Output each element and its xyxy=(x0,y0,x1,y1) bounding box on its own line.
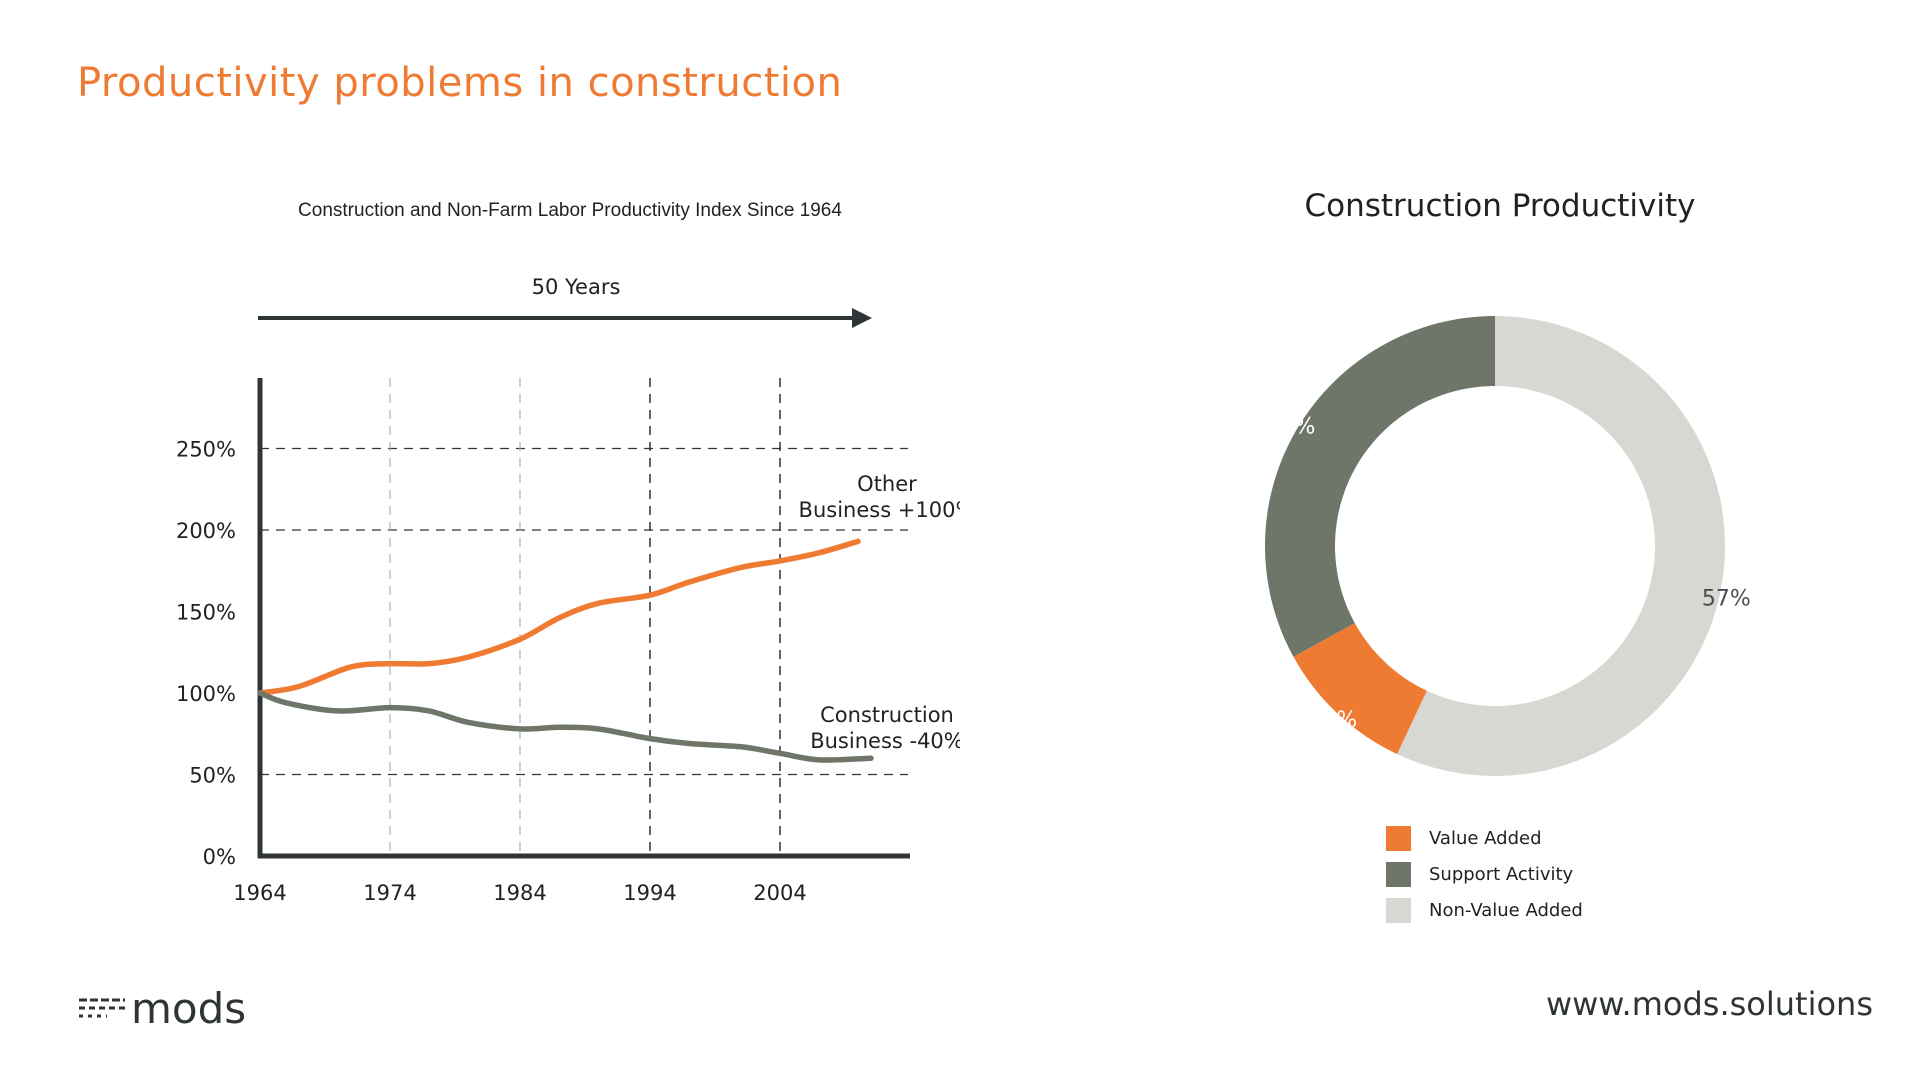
y-tick-label: 200% xyxy=(176,519,236,543)
donut-legend: Value Added Support Activity Non-Value A… xyxy=(1386,820,1583,928)
line-chart-title: Construction and Non-Farm Labor Producti… xyxy=(298,200,842,221)
x-tick-label: 1994 xyxy=(623,881,676,905)
mods-logo: mods xyxy=(77,988,246,1030)
series-label: Business +100% xyxy=(799,498,960,522)
legend-item-value-added: Value Added xyxy=(1386,820,1583,856)
donut-slice-label: 10% xyxy=(1308,708,1357,733)
donut-slice-label: 57% xyxy=(1702,587,1751,612)
y-tick-label: 100% xyxy=(176,682,236,706)
y-tick-label: 250% xyxy=(176,438,236,462)
legend-swatch xyxy=(1386,897,1411,923)
y-tick-label: 150% xyxy=(176,601,236,625)
logo-text: mods xyxy=(131,984,247,1033)
legend-swatch xyxy=(1386,825,1411,851)
x-tick-label: 1974 xyxy=(363,881,416,905)
page-title: Productivity problems in construction xyxy=(77,60,843,106)
y-tick-label: 50% xyxy=(189,764,236,788)
series-label: Construction xyxy=(820,703,954,727)
legend-item-non-value-added: Non-Value Added xyxy=(1386,892,1583,928)
logo-mark-icon xyxy=(79,998,125,1018)
legend-label: Non-Value Added xyxy=(1429,899,1583,921)
donut-slice-non-value-added xyxy=(1397,315,1725,776)
legend-item-support-activity: Support Activity xyxy=(1386,856,1583,892)
y-tick-label: 0% xyxy=(203,845,236,869)
series-line-construction xyxy=(257,690,874,763)
legend-label: Support Activity xyxy=(1429,863,1574,885)
line-chart: 50 Years 0% 50% 100% 150% 200% 250% 1964 1974 198… xyxy=(176,275,960,905)
legend-swatch xyxy=(1386,861,1411,887)
donut-chart-title: Construction Productivity xyxy=(1304,188,1696,224)
series-line-other-business xyxy=(257,538,861,696)
series-label: Other xyxy=(857,472,917,496)
legend-label: Value Added xyxy=(1429,827,1542,849)
x-tick-label: 1964 xyxy=(233,881,286,905)
x-tick-label: 2004 xyxy=(753,881,806,905)
donut-slice-value-added xyxy=(1293,623,1427,755)
website-url[interactable]: www.mods.solutions xyxy=(1545,985,1873,1023)
arrow-head-icon xyxy=(852,308,872,328)
donut-slice-support-activity xyxy=(1264,316,1495,657)
donut-chart: 57% 10% 33% xyxy=(1264,315,1751,776)
series-label: Business -40% xyxy=(810,729,960,753)
arrow-label: 50 Years xyxy=(532,275,621,299)
donut-slice-label: 33% xyxy=(1267,414,1316,439)
x-tick-label: 1984 xyxy=(493,881,546,905)
